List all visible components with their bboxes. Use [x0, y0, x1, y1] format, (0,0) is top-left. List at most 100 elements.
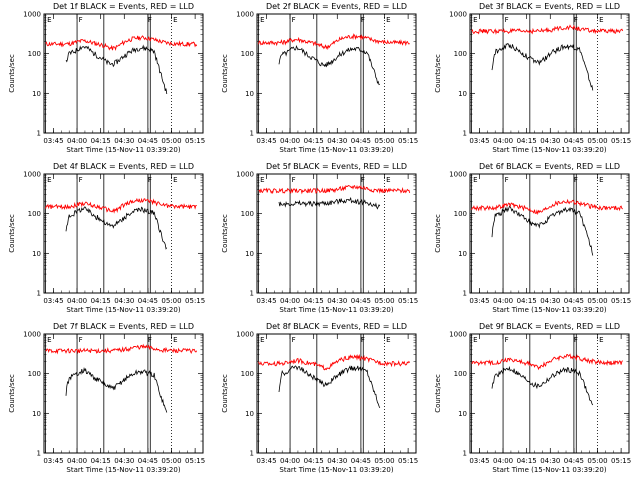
x-tick-label: 04:15: [304, 297, 324, 305]
time-marker-label: E: [473, 176, 477, 184]
x-tick-label: 04:30: [540, 137, 560, 145]
y-tick-label: 1: [37, 130, 41, 138]
x-tick-label: 04:30: [327, 297, 347, 305]
x-tick-label: 03:45: [43, 137, 63, 145]
detector-panel: Det 5f BLACK = Events, RED = LLD 1 10 100 10…: [213, 160, 426, 320]
plot-frame: [256, 333, 417, 454]
x-tick-label: 04:45: [351, 137, 371, 145]
events-series-line: [491, 206, 594, 256]
x-tick-label: 05:00: [374, 297, 394, 305]
x-tick-label: 04:00: [493, 457, 513, 465]
x-tick-label: 04:30: [540, 297, 560, 305]
panel-title: Det 5f BLACK = Events, RED = LLD: [266, 162, 407, 171]
y-tick-label: 10: [245, 410, 254, 418]
y-axis-label: Counts/sec: [8, 214, 16, 253]
y-tick-label: 10: [458, 250, 467, 258]
x-tick-label: 03:45: [43, 297, 63, 305]
x-tick-label: 04:30: [327, 137, 347, 145]
y-tick-label: 1000: [449, 11, 467, 19]
x-tick-label: 04:00: [280, 457, 300, 465]
y-tick-label: 1000: [23, 171, 41, 179]
x-tick-label: 04:15: [517, 457, 537, 465]
y-tick-label: 100: [28, 370, 41, 378]
y-tick-label: 10: [245, 90, 254, 98]
x-tick-label: 04:15: [91, 137, 111, 145]
y-tick-label: 1: [250, 130, 254, 138]
time-marker-label: E: [599, 176, 603, 184]
panel-chart: Det 9f BLACK = Events, RED = LLD 1 10 100 10…: [434, 322, 631, 474]
panel-chart: Det 6f BLACK = Events, RED = LLD 1 10 100 10…: [434, 162, 631, 314]
x-axis-label: Start Time (15-Nov-11 03:39:20): [279, 466, 393, 474]
time-marker-label: E: [260, 16, 264, 24]
time-marker-label: F: [505, 176, 509, 184]
x-tick-label: 04:00: [67, 137, 87, 145]
x-tick-label: 05:00: [161, 457, 181, 465]
x-tick-label: 04:15: [304, 137, 324, 145]
y-tick-label: 100: [454, 50, 467, 58]
time-marker-label: E: [473, 336, 477, 344]
x-tick-label: 03:45: [256, 137, 276, 145]
time-marker-label: E: [173, 336, 177, 344]
panel-chart: Det 8f BLACK = Events, RED = LLD 1 10 100 10…: [221, 322, 418, 474]
time-marker-label: F: [79, 176, 83, 184]
x-tick-label: 04:45: [138, 137, 158, 145]
lld-series-line: [45, 343, 198, 355]
x-tick-label: 04:00: [280, 297, 300, 305]
y-tick-label: 1: [250, 290, 254, 298]
time-marker-label: E: [173, 16, 177, 24]
lld-series-line: [258, 33, 410, 51]
y-tick-label: 1: [463, 290, 467, 298]
panel-chart: Det 3f BLACK = Events, RED = LLD 1 10 100 10…: [434, 2, 631, 154]
time-marker-label: E: [47, 16, 51, 24]
time-marker-label: E: [386, 336, 390, 344]
y-tick-label: 10: [245, 250, 254, 258]
events-series-line: [65, 206, 168, 250]
y-tick-label: 1000: [236, 331, 254, 339]
detector-panel: Det 6f BLACK = Events, RED = LLD 1 10 100 10…: [426, 160, 639, 320]
y-axis-label: Counts/sec: [221, 214, 229, 253]
x-tick-label: 04:30: [327, 457, 347, 465]
x-tick-label: 04:30: [540, 457, 560, 465]
time-marker-label: F: [505, 336, 509, 344]
x-tick-label: 04:30: [114, 297, 134, 305]
time-marker-label: F: [292, 176, 296, 184]
plot-frame: [469, 333, 630, 454]
y-tick-label: 10: [458, 90, 467, 98]
panel-chart: Det 7f BLACK = Events, RED = LLD 1 10 100 10…: [8, 322, 205, 474]
y-axis-label: Counts/sec: [8, 54, 16, 93]
x-tick-label: 05:15: [398, 297, 418, 305]
y-axis-label: Counts/sec: [434, 54, 442, 93]
x-tick-label: 04:15: [91, 457, 111, 465]
x-tick-label: 05:00: [587, 297, 607, 305]
plot-frame: [256, 13, 417, 134]
detector-panel: Det 9f BLACK = Events, RED = LLD 1 10 100 10…: [426, 320, 639, 480]
x-tick-label: 05:15: [398, 137, 418, 145]
y-axis-label: Counts/sec: [8, 374, 16, 413]
time-marker-label: F: [292, 336, 296, 344]
plot-frame: [43, 173, 204, 294]
x-tick-label: 05:15: [611, 137, 631, 145]
y-tick-label: 1000: [449, 171, 467, 179]
time-marker-label: E: [599, 16, 603, 24]
x-tick-label: 04:45: [138, 297, 158, 305]
x-tick-label: 05:00: [374, 457, 394, 465]
panel-title: Det 3f BLACK = Events, RED = LLD: [479, 2, 620, 11]
lld-series-line: [45, 197, 197, 214]
y-tick-label: 1000: [23, 331, 41, 339]
lld-series-line: [471, 198, 623, 216]
y-axis-label: Counts/sec: [221, 374, 229, 413]
y-axis-label: Counts/sec: [434, 214, 442, 253]
panel-title: Det 2f BLACK = Events, RED = LLD: [266, 2, 407, 11]
time-marker-label: E: [47, 336, 51, 344]
x-tick-label: 05:15: [398, 457, 418, 465]
detector-panel: Det 2f BLACK = Events, RED = LLD 1 10 100 10…: [213, 0, 426, 160]
x-tick-label: 04:15: [91, 297, 111, 305]
time-marker-label: F: [361, 16, 365, 24]
panel-title: Det 6f BLACK = Events, RED = LLD: [479, 162, 620, 171]
time-marker-label: F: [148, 336, 152, 344]
x-tick-label: 04:45: [564, 457, 584, 465]
x-tick-label: 05:15: [611, 457, 631, 465]
time-marker-label: F: [361, 176, 365, 184]
y-tick-label: 10: [32, 90, 41, 98]
y-axis-label: Counts/sec: [221, 54, 229, 93]
